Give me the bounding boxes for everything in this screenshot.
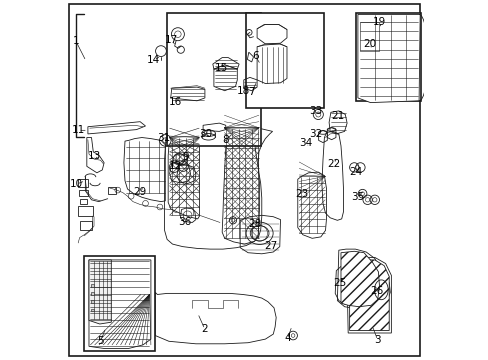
Text: 16: 16 — [168, 96, 182, 107]
Text: 8: 8 — [222, 135, 228, 145]
Bar — [84, 256, 154, 351]
Text: 36: 36 — [178, 217, 191, 228]
Text: 5: 5 — [97, 336, 103, 346]
Text: 1: 1 — [73, 36, 79, 46]
Text: 13: 13 — [87, 150, 101, 161]
Text: 7: 7 — [248, 87, 254, 97]
Text: 27: 27 — [263, 240, 277, 251]
Bar — [78, 179, 88, 187]
Text: 25: 25 — [333, 278, 346, 288]
Bar — [91, 300, 94, 303]
Text: 6: 6 — [251, 51, 258, 61]
Text: 3: 3 — [374, 335, 380, 345]
Bar — [355, 13, 420, 101]
Text: 24: 24 — [348, 167, 361, 177]
Text: 23: 23 — [294, 189, 307, 199]
Text: 32: 32 — [308, 129, 322, 139]
Text: 17: 17 — [165, 35, 178, 45]
Text: 14: 14 — [147, 55, 160, 66]
Text: 9: 9 — [183, 152, 189, 162]
Bar — [167, 13, 260, 146]
Text: 30: 30 — [199, 129, 212, 139]
Text: 34: 34 — [299, 138, 312, 148]
Text: 31: 31 — [157, 132, 170, 143]
Polygon shape — [340, 251, 379, 307]
Text: 11: 11 — [71, 125, 84, 135]
Bar — [78, 206, 92, 216]
Text: 35: 35 — [350, 192, 364, 202]
Polygon shape — [357, 14, 419, 103]
Polygon shape — [168, 138, 199, 219]
Text: 10: 10 — [69, 179, 82, 189]
Polygon shape — [89, 260, 111, 324]
Bar — [91, 284, 94, 287]
Text: 18: 18 — [237, 86, 250, 96]
Text: 19: 19 — [372, 17, 386, 27]
Text: 2: 2 — [201, 324, 208, 334]
Bar — [91, 309, 94, 311]
Text: 21: 21 — [330, 111, 343, 121]
Polygon shape — [222, 127, 259, 244]
Text: 28: 28 — [247, 219, 261, 229]
Bar — [80, 199, 87, 204]
Text: 29: 29 — [133, 186, 146, 197]
Bar — [246, 13, 323, 108]
Text: 33: 33 — [308, 106, 322, 116]
Bar — [91, 292, 94, 295]
Text: 26: 26 — [369, 286, 383, 296]
Text: 12: 12 — [168, 161, 182, 171]
Text: 22: 22 — [326, 159, 340, 169]
Text: 20: 20 — [363, 39, 376, 49]
Bar — [80, 221, 92, 230]
Polygon shape — [349, 260, 388, 330]
Bar — [359, 22, 379, 51]
Bar — [79, 190, 87, 196]
Text: 15: 15 — [214, 63, 227, 73]
Text: 4: 4 — [284, 333, 290, 343]
Bar — [107, 187, 115, 194]
